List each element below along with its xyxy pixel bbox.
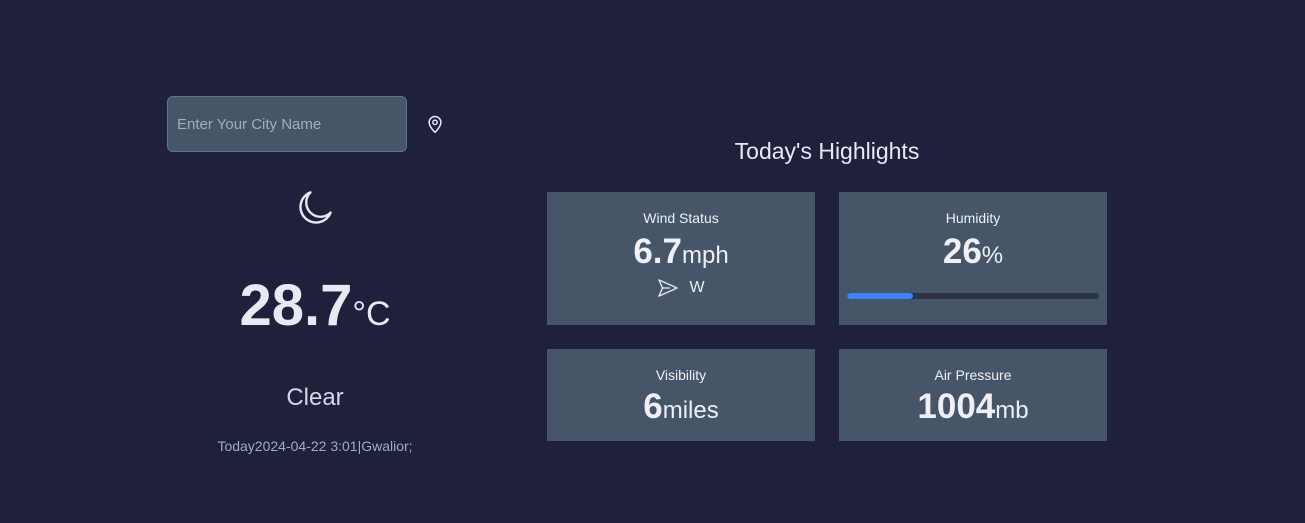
humidity-card: Humidity 26%	[839, 192, 1107, 325]
weather-condition: Clear	[286, 384, 344, 411]
visibility-value: 6	[643, 387, 663, 426]
map-pin-icon	[428, 115, 442, 134]
wind-speed-value: 6.7	[633, 232, 682, 271]
humidity-unit: %	[981, 242, 1004, 269]
navigation-arrow-icon	[658, 279, 679, 297]
current-temperature: 28.7°C	[165, 272, 465, 339]
wind-status-card: Wind Status 6.7mph W	[547, 192, 815, 325]
temperature-value: 28.7	[239, 273, 353, 338]
moon-icon	[299, 191, 332, 224]
date-location-line: Today2024-04-22 3:01|Gwalior;	[217, 438, 413, 454]
humidity-value: 26	[942, 232, 982, 271]
air-pressure-value: 1004	[917, 387, 996, 426]
wind-speed-unit: mph	[681, 242, 729, 269]
visibility-unit: miles	[662, 397, 719, 424]
humidity-progress-fill	[847, 293, 913, 299]
air-pressure-unit: mb	[995, 397, 1029, 424]
visibility-title: Visibility	[655, 367, 707, 383]
wind-direction: W	[689, 279, 705, 296]
air-pressure-card: Air Pressure 1004mb	[839, 349, 1107, 441]
highlights-title: Today's Highlights	[734, 138, 920, 164]
temperature-unit: °C	[352, 295, 391, 333]
visibility-card: Visibility 6miles	[547, 349, 815, 441]
humidity-progress-bar	[847, 293, 1099, 299]
wind-status-title: Wind Status	[643, 210, 719, 226]
location-button[interactable]	[423, 112, 447, 136]
humidity-title: Humidity	[945, 210, 1001, 226]
city-search-input[interactable]	[167, 96, 407, 152]
air-pressure-title: Air Pressure	[934, 367, 1012, 383]
